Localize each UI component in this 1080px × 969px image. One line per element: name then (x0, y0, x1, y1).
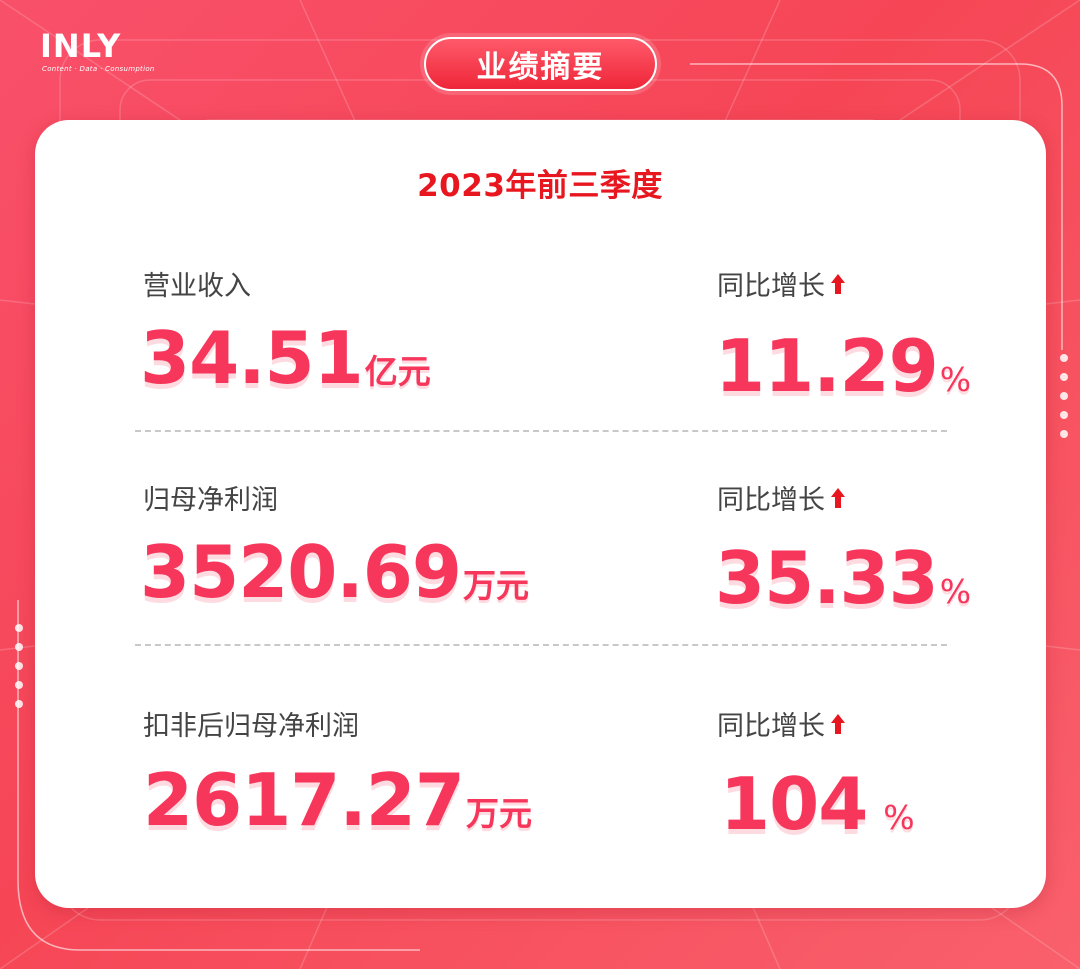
metric-value-net-profit: 3520.69万元 (140, 532, 529, 626)
arrow-up-icon (831, 488, 845, 508)
metric-value-adjusted-net-profit: 2617.27万元 (143, 760, 532, 854)
metric-number: 34.51 (140, 316, 364, 400)
summary-card (35, 120, 1046, 908)
metric-number: 3520.69 (140, 530, 462, 614)
header-title-pill: 业绩摘要 (424, 37, 657, 91)
growth-label-text: 同比增长 (717, 485, 825, 516)
growth-number: 104 (720, 762, 868, 846)
decorative-dots-right (1060, 354, 1070, 449)
growth-number: 11.29 (715, 324, 939, 408)
row-divider (135, 644, 947, 646)
growth-unit: % (939, 572, 972, 611)
growth-label-text: 同比增长 (717, 271, 825, 302)
period-title: 2023年前三季度 (417, 168, 663, 204)
metric-label-adjusted-net-profit: 扣非后归母净利润 (143, 711, 359, 742)
growth-unit: % (939, 360, 972, 399)
growth-value-revenue: 11.29% (715, 326, 971, 420)
metric-label-revenue: 营业收入 (143, 271, 251, 302)
growth-label-adjusted-net-profit: 同比增长 (717, 704, 847, 743)
row-divider (135, 430, 947, 432)
metric-number: 2617.27 (143, 758, 465, 842)
brand-logo: INLY Content · Data · Consumption (40, 27, 154, 76)
growth-value-adjusted-net-profit: 104% (720, 764, 915, 858)
metric-unit: 万元 (465, 794, 532, 833)
metric-label-net-profit: 归母净利润 (143, 485, 278, 516)
metric-value-revenue: 34.51亿元 (140, 318, 431, 412)
growth-label-text: 同比增长 (717, 711, 825, 742)
logo-text: INLY (40, 27, 122, 65)
growth-label-net-profit: 同比增长 (717, 478, 847, 517)
metric-unit: 万元 (462, 566, 529, 605)
metric-unit: 亿元 (364, 352, 431, 391)
logo-tagline: Content · Data · Consumption (42, 65, 155, 73)
growth-unit: % (883, 798, 915, 837)
arrow-up-icon (831, 274, 845, 294)
page-title: 业绩摘要 (476, 50, 605, 85)
growth-number: 35.33 (715, 536, 939, 620)
arrow-up-icon (831, 714, 845, 734)
growth-label-revenue: 同比增长 (717, 264, 847, 303)
decorative-dots-left (15, 624, 25, 719)
growth-value-net-profit: 35.33% (715, 538, 971, 632)
